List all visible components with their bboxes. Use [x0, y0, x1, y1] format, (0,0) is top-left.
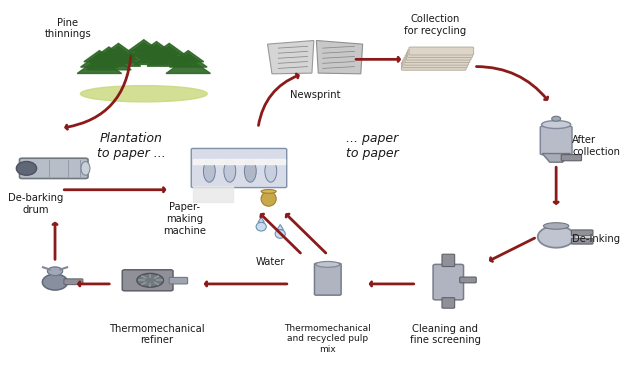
- Polygon shape: [268, 41, 314, 74]
- Polygon shape: [122, 47, 166, 63]
- Polygon shape: [170, 54, 207, 67]
- FancyBboxPatch shape: [406, 52, 471, 60]
- FancyBboxPatch shape: [404, 57, 468, 65]
- Ellipse shape: [224, 160, 236, 182]
- Ellipse shape: [17, 161, 36, 175]
- Ellipse shape: [244, 160, 256, 182]
- FancyBboxPatch shape: [408, 50, 472, 58]
- Text: Cleaning and
fine screening: Cleaning and fine screening: [410, 324, 481, 345]
- FancyBboxPatch shape: [19, 158, 88, 178]
- Text: Plantation
to paper ...: Plantation to paper ...: [97, 132, 166, 160]
- Polygon shape: [125, 43, 163, 56]
- Text: De-inking: De-inking: [572, 234, 620, 244]
- Ellipse shape: [552, 116, 561, 121]
- FancyBboxPatch shape: [401, 62, 466, 70]
- Polygon shape: [277, 224, 284, 230]
- Text: After
collection: After collection: [572, 135, 620, 157]
- FancyBboxPatch shape: [169, 277, 188, 284]
- Polygon shape: [147, 50, 191, 66]
- Polygon shape: [150, 46, 188, 60]
- Text: Thermomechanical
and recycled pulp
mix: Thermomechanical and recycled pulp mix: [284, 324, 371, 354]
- FancyBboxPatch shape: [433, 264, 463, 300]
- FancyBboxPatch shape: [540, 126, 572, 155]
- Text: ... paper
to paper: ... paper to paper: [346, 132, 399, 160]
- Ellipse shape: [204, 160, 215, 182]
- Ellipse shape: [538, 226, 575, 248]
- Polygon shape: [87, 54, 131, 70]
- Polygon shape: [138, 45, 175, 58]
- Polygon shape: [81, 54, 118, 67]
- Ellipse shape: [316, 261, 340, 267]
- FancyBboxPatch shape: [405, 55, 470, 63]
- Text: Thermomechanical
refiner: Thermomechanical refiner: [109, 324, 204, 345]
- Polygon shape: [193, 159, 285, 164]
- Ellipse shape: [42, 274, 68, 290]
- Ellipse shape: [81, 86, 207, 102]
- FancyBboxPatch shape: [572, 238, 593, 244]
- Ellipse shape: [47, 267, 63, 276]
- Polygon shape: [154, 43, 185, 54]
- Text: Collection
for recycling: Collection for recycling: [404, 14, 467, 36]
- Polygon shape: [173, 51, 204, 62]
- Text: Pine
thinnings: Pine thinnings: [44, 18, 91, 39]
- Text: Water: Water: [256, 257, 285, 267]
- FancyBboxPatch shape: [442, 298, 454, 308]
- Ellipse shape: [137, 273, 163, 287]
- Polygon shape: [258, 217, 264, 222]
- Ellipse shape: [261, 189, 276, 193]
- FancyBboxPatch shape: [460, 277, 476, 283]
- Polygon shape: [84, 51, 115, 62]
- Ellipse shape: [543, 223, 569, 229]
- Polygon shape: [93, 47, 125, 58]
- Ellipse shape: [261, 191, 276, 206]
- Polygon shape: [77, 58, 122, 73]
- FancyBboxPatch shape: [314, 263, 341, 295]
- Polygon shape: [90, 50, 128, 64]
- Text: De-barking
drum: De-barking drum: [8, 193, 64, 215]
- Polygon shape: [193, 187, 232, 202]
- Ellipse shape: [541, 120, 571, 128]
- Ellipse shape: [265, 160, 276, 182]
- Ellipse shape: [275, 230, 285, 238]
- Text: Paper-
making
machine: Paper- making machine: [164, 203, 207, 236]
- Polygon shape: [542, 154, 570, 162]
- FancyBboxPatch shape: [442, 254, 454, 266]
- FancyBboxPatch shape: [191, 149, 287, 188]
- FancyBboxPatch shape: [409, 47, 474, 55]
- FancyBboxPatch shape: [122, 270, 173, 291]
- Polygon shape: [316, 41, 363, 74]
- Polygon shape: [134, 49, 179, 64]
- Ellipse shape: [256, 222, 266, 231]
- FancyBboxPatch shape: [64, 279, 83, 285]
- Polygon shape: [100, 46, 138, 60]
- Polygon shape: [166, 58, 211, 73]
- Polygon shape: [141, 42, 172, 53]
- Polygon shape: [128, 40, 159, 51]
- FancyBboxPatch shape: [403, 60, 467, 68]
- Polygon shape: [103, 43, 134, 54]
- FancyBboxPatch shape: [572, 230, 593, 236]
- Ellipse shape: [81, 161, 90, 175]
- Text: Newsprint: Newsprint: [290, 90, 340, 100]
- Polygon shape: [96, 50, 141, 66]
- FancyBboxPatch shape: [561, 155, 582, 161]
